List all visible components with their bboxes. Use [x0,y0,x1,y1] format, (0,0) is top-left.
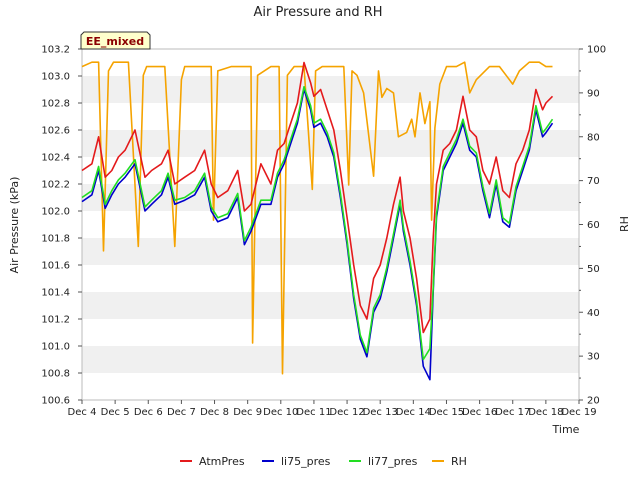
annotation-label: EE_mixed [86,35,144,48]
chart-title: Air Pressure and RH [253,5,382,20]
x-tick-label: Dec 9 [233,407,262,418]
right-tick-label: 90 [587,88,600,99]
x-tick-label: Dec 12 [329,407,364,418]
series-line-rh [81,61,553,375]
legend: AtmPres li75_pres li77_pres RH [180,455,467,468]
left-tick-label: 103.2 [41,45,70,56]
x-tick-label: Dec 19 [561,407,596,418]
x-tick-label: Dec 6 [134,407,163,418]
left-tick-label: 102.0 [41,207,70,218]
left-tick-label: 101.6 [41,261,70,272]
right-tick-label: 60 [587,220,600,231]
band [82,319,579,346]
left-tick-label: 101.0 [41,342,70,353]
right-tick-label: 70 [587,176,600,187]
right-tick-label: 30 [587,352,600,363]
x-tick-label: Dec 8 [200,407,229,418]
band [82,265,579,292]
legend-label: AtmPres [199,455,245,468]
left-tick-label: 100.8 [41,369,70,380]
band [82,157,579,184]
left-tick-label: 101.8 [41,234,70,245]
right-tick-label: 20 [587,396,600,407]
x-tick-label: Dec 4 [68,407,97,418]
x-tick-label: Dec 15 [429,407,464,418]
x-axis-title: Time [552,423,580,436]
left-y-axis: 100.6 100.8 101.0 101.2 101.4 101.6 101.8 102.0… [41,45,82,407]
band [82,184,579,211]
x-tick-label: Dec 14 [396,407,431,418]
x-tick-label: Dec 18 [528,407,563,418]
left-tick-label: 102.4 [41,153,70,164]
right-axis-title: RH [618,216,631,232]
series-line-li77_pres [81,86,554,361]
x-tick-label: Dec 13 [363,407,398,418]
left-tick-label: 102.8 [41,99,70,110]
right-y-axis: 20 30 40 50 60 70 80 90 100 [579,45,606,407]
background-bands [82,49,579,400]
left-tick-label: 102.6 [41,126,70,137]
series-lines [81,61,554,381]
x-tick-label: Dec 16 [462,407,497,418]
right-tick-label: 40 [587,308,600,319]
legend-label: li77_pres [368,455,418,468]
left-tick-label: 100.6 [41,396,70,407]
x-tick-label: Dec 10 [263,407,298,418]
left-tick-label: 102.2 [41,180,70,191]
x-axis: Dec 4 Dec 5 Dec 6 Dec 7 Dec 8 Dec 9 Dec 10Dec … [68,400,597,418]
right-tick-label: 80 [587,132,600,143]
left-tick-label: 101.2 [41,315,70,326]
band [82,103,579,130]
band [82,292,579,319]
legend-label: li75_pres [281,455,331,468]
annotation-box: EE_mixed [80,31,151,50]
x-tick-label: Dec 17 [495,407,530,418]
band [82,346,579,373]
band [82,76,579,103]
band [82,211,579,238]
band [82,238,579,265]
left-axis-title: Air Pressure (kPa) [8,177,21,274]
left-tick-label: 103.0 [41,72,70,83]
right-tick-label: 50 [587,264,600,275]
x-tick-label: Dec 7 [167,407,196,418]
right-tick-label: 100 [587,45,606,56]
band [82,373,579,400]
series-line-atmpres [81,61,554,334]
x-tick-label: Dec 5 [101,407,130,418]
left-tick-label: 101.4 [41,288,70,299]
legend-label: RH [451,455,467,468]
x-tick-label: Dec 11 [296,407,331,418]
annotation-background [80,31,151,50]
